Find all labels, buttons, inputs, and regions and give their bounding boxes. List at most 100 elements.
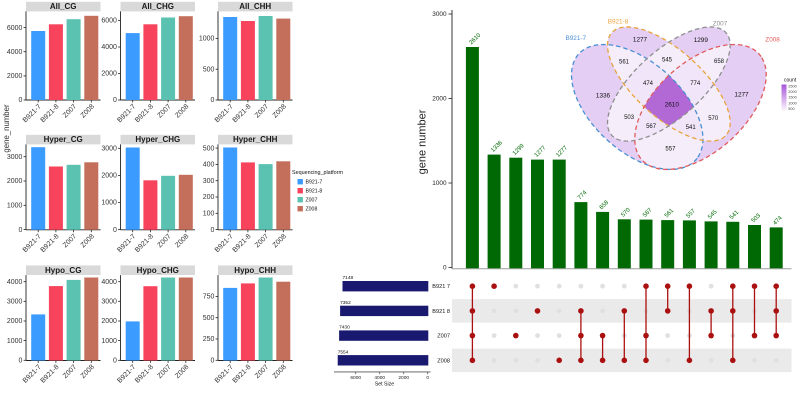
svg-text:774: 774 [577, 190, 589, 202]
svg-text:500: 500 [788, 107, 794, 111]
svg-text:Z007: Z007 [437, 334, 450, 340]
svg-text:3000: 3000 [101, 146, 117, 153]
svg-text:474: 474 [643, 81, 654, 87]
svg-text:658: 658 [599, 199, 611, 211]
svg-text:count: count [784, 78, 797, 84]
svg-text:7430: 7430 [339, 325, 350, 331]
svg-text:400: 400 [203, 162, 215, 169]
svg-text:Z007: Z007 [306, 198, 318, 204]
svg-text:All_CHH: All_CHH [239, 2, 271, 11]
svg-text:7148: 7148 [343, 275, 354, 281]
svg-text:567: 567 [646, 124, 657, 130]
svg-text:1277: 1277 [734, 92, 749, 99]
svg-text:500: 500 [203, 66, 215, 73]
svg-text:All_CHG: All_CHG [142, 2, 174, 11]
svg-text:1336: 1336 [596, 92, 611, 99]
svg-text:Hypo_CG: Hypo_CG [45, 266, 81, 275]
svg-text:7352: 7352 [340, 300, 351, 306]
svg-text:2000: 2000 [101, 173, 117, 180]
svg-text:0: 0 [18, 358, 22, 365]
svg-text:1000: 1000 [432, 180, 447, 187]
svg-text:Z008: Z008 [437, 358, 450, 364]
svg-text:Sequencing_platform: Sequencing_platform [292, 170, 343, 176]
svg-text:658: 658 [714, 59, 725, 65]
svg-text:7554: 7554 [338, 349, 349, 355]
svg-text:1500: 1500 [788, 96, 796, 100]
svg-text:B921-7: B921-7 [565, 35, 586, 42]
svg-text:Hyper_CG: Hyper_CG [44, 135, 83, 144]
svg-text:6000: 6000 [350, 375, 361, 381]
svg-text:0: 0 [18, 97, 22, 104]
svg-text:2000: 2000 [101, 71, 117, 78]
svg-text:Set Size: Set Size [375, 382, 394, 388]
svg-text:gene number: gene number [417, 109, 429, 174]
svg-text:1000: 1000 [788, 101, 796, 105]
svg-text:250: 250 [203, 336, 215, 343]
svg-text:0: 0 [113, 97, 117, 104]
svg-text:B921 8: B921 8 [432, 309, 450, 315]
svg-text:774: 774 [690, 81, 701, 87]
svg-text:1277: 1277 [633, 37, 648, 44]
svg-text:541: 541 [686, 125, 697, 131]
svg-text:541: 541 [729, 209, 741, 221]
svg-text:0: 0 [113, 358, 117, 365]
svg-text:Hypo_CHG: Hypo_CHG [137, 266, 179, 275]
svg-text:750: 750 [203, 294, 215, 301]
svg-text:0: 0 [210, 358, 214, 365]
svg-text:561: 561 [619, 60, 630, 66]
svg-text:B921-8: B921-8 [306, 189, 323, 195]
svg-text:1000: 1000 [7, 338, 23, 345]
svg-text:2000: 2000 [101, 318, 117, 325]
svg-text:B921 7: B921 7 [432, 284, 450, 290]
svg-text:200: 200 [203, 194, 215, 201]
svg-text:B921-8: B921-8 [608, 18, 629, 25]
svg-text:545: 545 [662, 58, 673, 64]
svg-text:3000: 3000 [7, 154, 23, 161]
svg-text:545: 545 [707, 209, 719, 221]
svg-text:0: 0 [210, 97, 214, 104]
svg-text:0: 0 [426, 375, 429, 381]
svg-text:0: 0 [443, 265, 447, 272]
svg-text:3000: 3000 [7, 299, 23, 306]
svg-text:1000: 1000 [101, 338, 117, 345]
svg-text:100: 100 [203, 211, 215, 218]
svg-text:557: 557 [665, 146, 676, 152]
svg-text:4000: 4000 [101, 279, 117, 286]
svg-text:1000: 1000 [7, 203, 23, 210]
svg-text:3000: 3000 [101, 299, 117, 306]
svg-text:0: 0 [18, 227, 22, 234]
svg-text:561: 561 [664, 208, 676, 220]
svg-text:1000: 1000 [199, 36, 215, 43]
svg-text:570: 570 [620, 207, 632, 219]
svg-text:474: 474 [772, 215, 784, 227]
svg-text:500: 500 [203, 145, 215, 152]
svg-text:4000: 4000 [7, 279, 23, 286]
svg-text:2000: 2000 [432, 96, 447, 103]
svg-text:2500: 2500 [788, 85, 796, 89]
svg-text:567: 567 [642, 207, 654, 219]
svg-text:4000: 4000 [374, 375, 385, 381]
svg-text:1299: 1299 [694, 37, 709, 44]
svg-text:Z007: Z007 [713, 20, 728, 27]
svg-text:Hyper_CHG: Hyper_CHG [135, 135, 180, 144]
svg-text:Z008: Z008 [306, 207, 318, 213]
svg-text:6000: 6000 [7, 25, 23, 32]
svg-text:2610: 2610 [665, 101, 680, 108]
svg-text:3000: 3000 [432, 11, 447, 18]
svg-text:557: 557 [686, 208, 698, 220]
svg-text:503: 503 [751, 212, 763, 224]
svg-text:B921-7: B921-7 [306, 180, 323, 186]
svg-text:4000: 4000 [101, 44, 117, 51]
svg-text:500: 500 [203, 315, 215, 322]
svg-text:Z008: Z008 [765, 37, 780, 44]
svg-text:570: 570 [708, 116, 719, 122]
svg-text:300: 300 [203, 178, 215, 185]
svg-text:2000: 2000 [7, 73, 23, 80]
svg-text:2000: 2000 [7, 178, 23, 185]
svg-text:0: 0 [210, 227, 214, 234]
svg-text:2000: 2000 [788, 90, 796, 94]
svg-text:0: 0 [113, 227, 117, 234]
svg-text:4000: 4000 [7, 49, 23, 56]
svg-text:Hypo_CHH: Hypo_CHH [234, 266, 276, 275]
svg-text:Hyper_CHH: Hyper_CHH [233, 135, 278, 144]
